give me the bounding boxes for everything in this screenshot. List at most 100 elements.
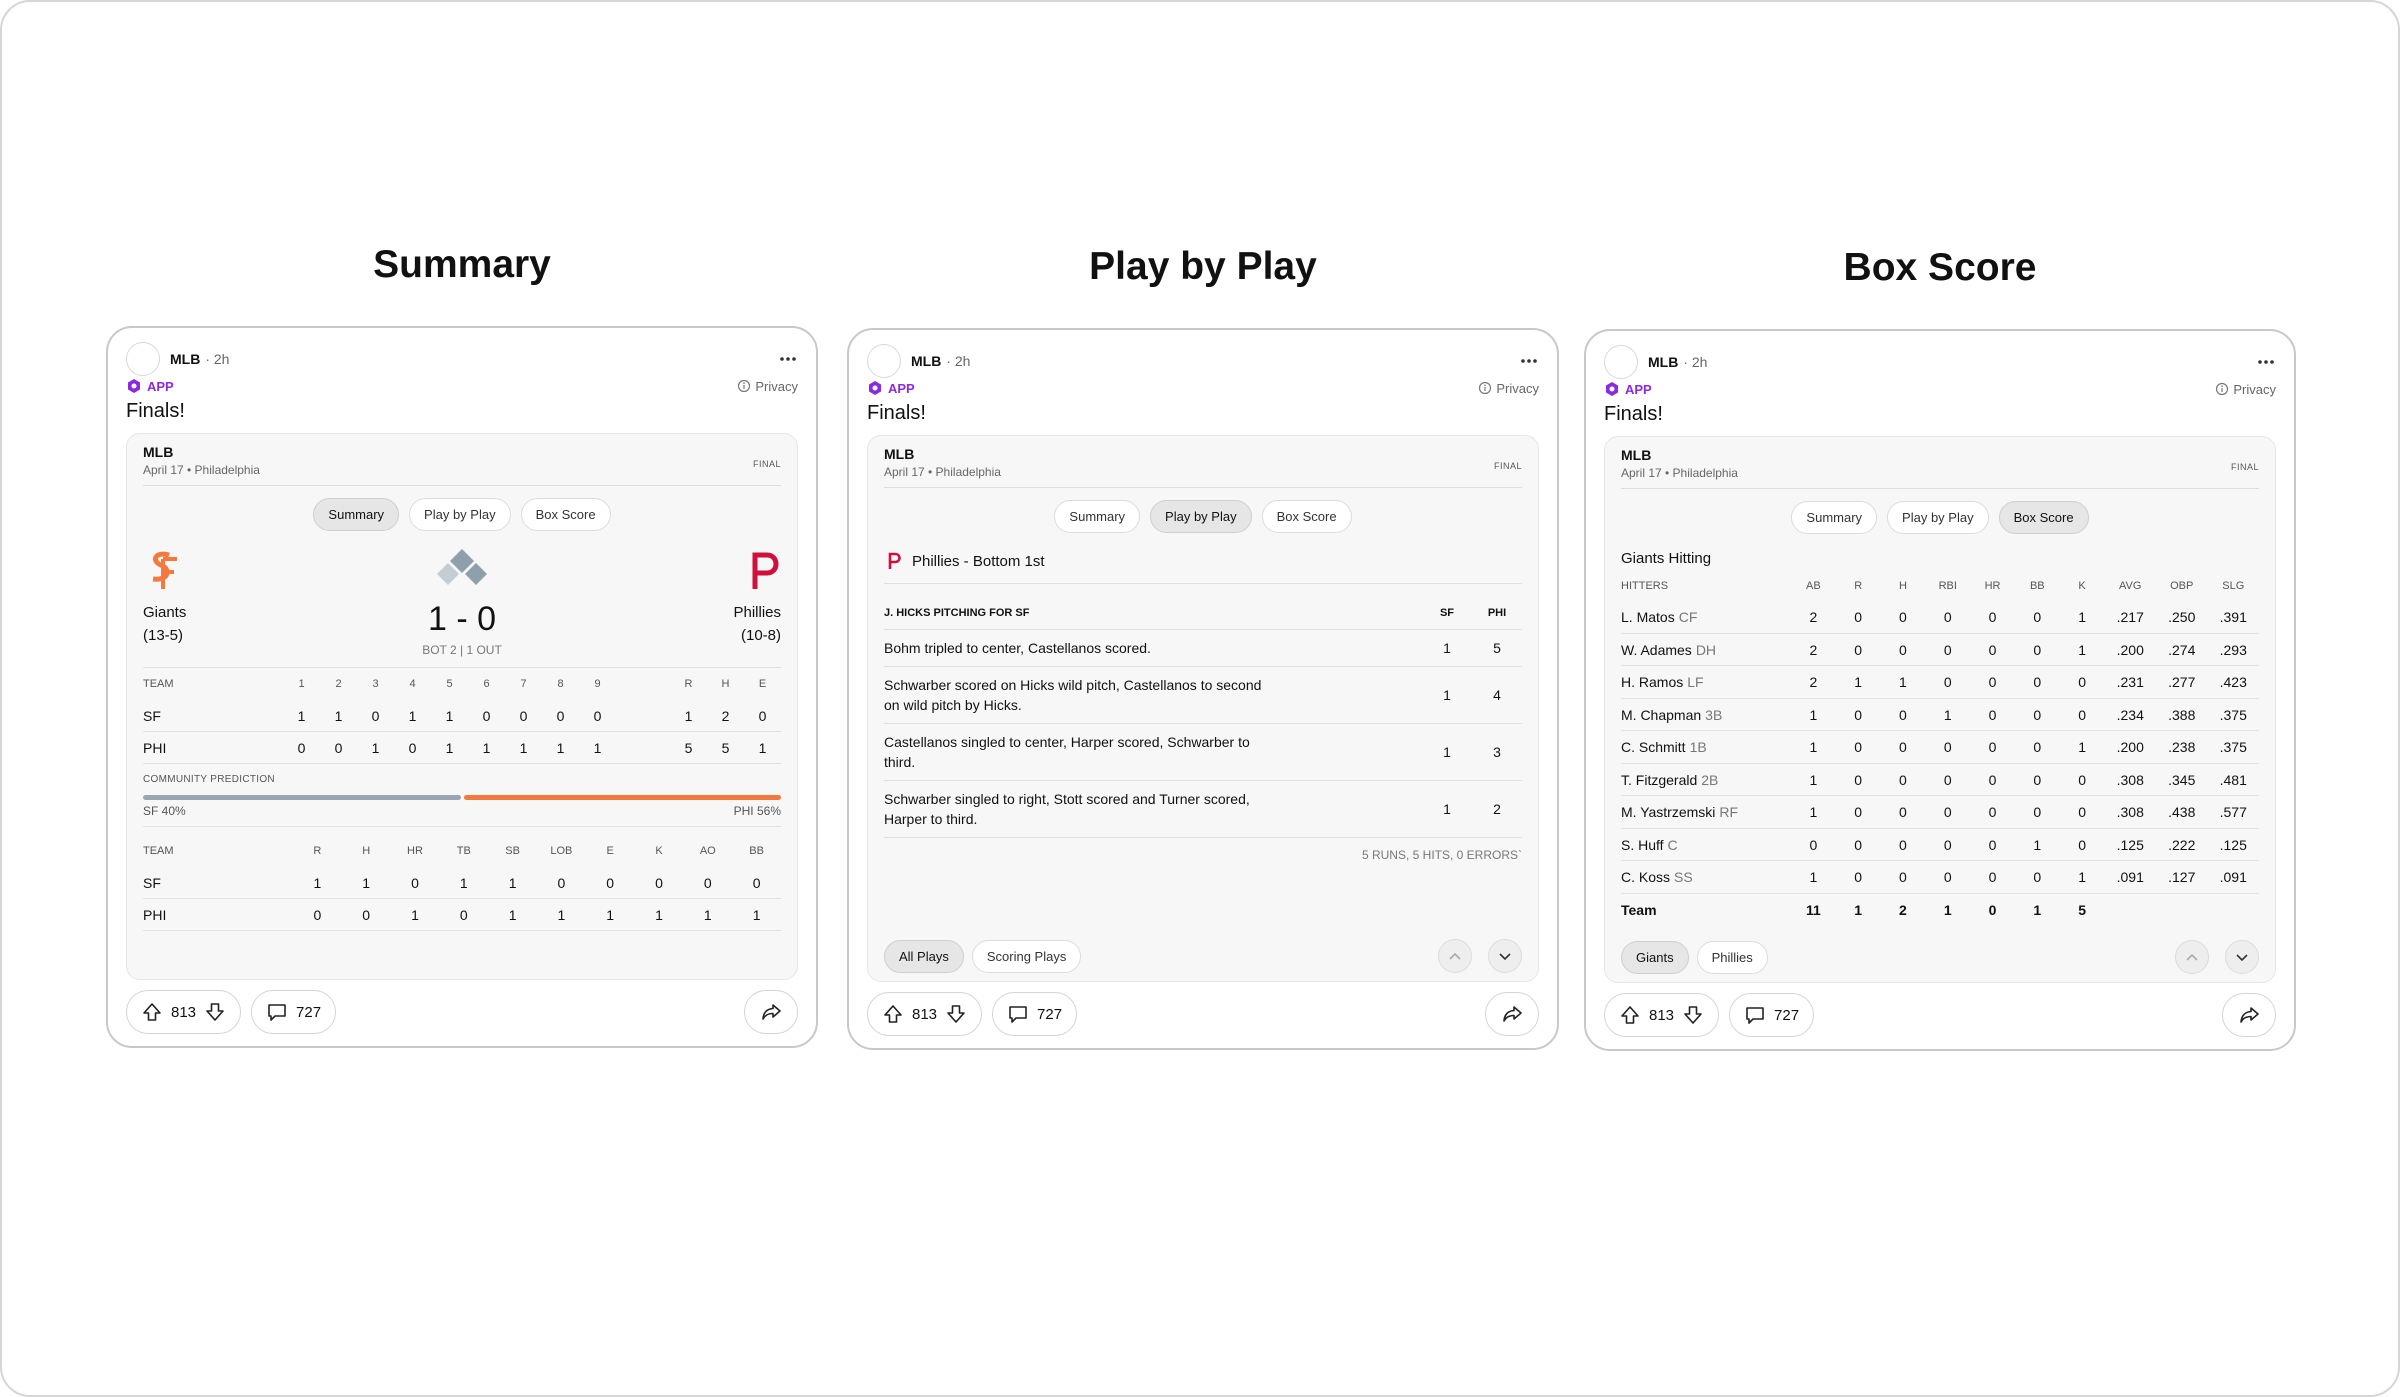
player-position: DH: [1695, 641, 1717, 658]
share-icon: [1501, 1003, 1523, 1025]
play-cell: 1: [1422, 630, 1472, 667]
player-cell: M. Chapman 3B: [1621, 699, 1791, 731]
comments-button[interactable]: 727: [251, 990, 337, 1034]
icon-shape: [780, 357, 784, 361]
post-title: Finals!: [867, 402, 926, 424]
team-tab[interactable]: Phillies: [1696, 940, 1768, 974]
stat-cell: 1: [1791, 764, 1836, 796]
stat-cell: .308: [2104, 764, 2156, 796]
team-stats: TEAM R H HR TB SB LOB E K AO BB SF 1 1 0 1 1 0 0 0 0 0 PHI 0 0 1 0…: [143, 835, 781, 931]
stat-cell: .375: [2207, 731, 2259, 764]
icon-shape: [1009, 1006, 1027, 1023]
linescore-header: 1: [298, 678, 305, 690]
tab[interactable]: Summary: [1054, 500, 1141, 533]
scroll-up[interactable]: [2175, 940, 2209, 974]
badge-row: APP Privacy: [867, 380, 1539, 396]
icon-shape: [884, 1005, 902, 1023]
panel-heading: Summary: [373, 243, 551, 286]
player-cell: T. Fitzgerald 2B: [1621, 764, 1791, 796]
comment-count: 727: [1037, 1005, 1063, 1023]
tab[interactable]: Box Score: [520, 498, 611, 531]
stat-cell: 1: [1791, 731, 1836, 764]
player-cell: C. Schmitt 1B: [1621, 731, 1791, 764]
stat-cell: 0: [1970, 699, 2015, 731]
privacy-link[interactable]: Privacy: [755, 378, 798, 394]
stat-cell: 1: [1791, 861, 1836, 894]
filter[interactable]: Scoring Plays: [971, 939, 1082, 973]
downvote-button[interactable]: [1682, 1004, 1704, 1026]
tab[interactable]: Box Score: [1261, 500, 1352, 533]
vote-control: 813: [867, 992, 983, 1036]
plays-header: J. HICKS PITCHING FOR SF: [884, 596, 1422, 630]
privacy-link[interactable]: Privacy: [1496, 380, 1539, 396]
player-name: L. Matos: [1621, 609, 1675, 625]
tab[interactable]: Summary: [313, 498, 400, 531]
stat-cell: 0: [1925, 601, 1971, 634]
downvote-button[interactable]: [204, 1001, 226, 1023]
share-button[interactable]: [744, 990, 798, 1034]
stat-cell: 0: [1880, 731, 1926, 764]
tab[interactable]: Box Score: [1998, 501, 2089, 534]
player-name: C. Schmitt: [1621, 739, 1686, 755]
icon: [1479, 381, 1492, 395]
stats-header: BB: [749, 845, 764, 857]
half-inning: Phillies - Bottom 1st: [884, 551, 1522, 584]
tab[interactable]: Summary: [1791, 501, 1878, 534]
scroll-down[interactable]: [2225, 940, 2259, 974]
avatar: [1604, 345, 1638, 379]
stat-cell: 0: [1880, 601, 1926, 634]
stat-cell: 0: [1970, 666, 2015, 699]
score: 1 - 0: [427, 600, 497, 638]
downvote-button[interactable]: [945, 1003, 967, 1025]
stats-cell: 0: [341, 899, 391, 931]
post-header: MLB · 2h: [1604, 345, 2276, 379]
filter[interactable]: All Plays: [884, 939, 964, 973]
linescore-cell: 0: [320, 732, 357, 764]
stat-cell: 0: [1880, 796, 1926, 829]
scroll-up[interactable]: [1438, 939, 1472, 973]
prediction-bar: [143, 795, 781, 800]
total-cell: 0: [1988, 901, 1997, 918]
icon: [1009, 1006, 1027, 1023]
upvote-button[interactable]: [141, 1001, 163, 1023]
stat-cell: 0: [1970, 796, 2015, 829]
stat-cell: 0: [1835, 796, 1881, 829]
stat-cell: 1: [2059, 601, 2105, 634]
play-cell: 5: [1472, 630, 1522, 667]
stat-cell: 1: [2014, 829, 2060, 861]
linescore-cell: 1: [468, 732, 505, 764]
tab[interactable]: Play by Play: [409, 498, 511, 531]
stats-header: LOB: [550, 845, 573, 857]
share-button[interactable]: [1485, 992, 1539, 1036]
stat-cell: 0: [1925, 731, 1971, 764]
bases-diamond: [430, 547, 494, 587]
icon: [1746, 1007, 1764, 1024]
tab[interactable]: Play by Play: [1887, 501, 1989, 534]
stat-cell: .125: [2207, 829, 2259, 861]
tab[interactable]: Play by Play: [1150, 500, 1252, 533]
comments-button[interactable]: 727: [1729, 993, 1815, 1037]
stat-cell: 0: [1880, 764, 1926, 796]
more-button[interactable]: [2256, 354, 2276, 370]
comments-button[interactable]: 727: [992, 992, 1078, 1036]
stat-cell: 2: [1791, 634, 1836, 666]
team-tab[interactable]: Giants: [1621, 940, 1689, 974]
linescore-gap: [616, 668, 670, 700]
linescore-header: 8: [557, 678, 564, 690]
player-name: H. Ramos: [1621, 674, 1684, 690]
linescore-header: H: [721, 678, 730, 690]
privacy-link[interactable]: Privacy: [2233, 381, 2276, 397]
player-name: S. Huff: [1621, 836, 1664, 853]
stat-cell: .423: [2207, 666, 2259, 699]
stat-cell: 0: [1925, 634, 1971, 666]
upvote-button[interactable]: [1619, 1004, 1641, 1026]
share-button[interactable]: [2222, 993, 2276, 1037]
stat-cell: 1: [1791, 699, 1836, 731]
scroll-down[interactable]: [1488, 939, 1522, 973]
more-button[interactable]: [778, 351, 798, 367]
icon-shape: [143, 1003, 161, 1021]
icon-shape: [792, 357, 796, 361]
more-button[interactable]: [1519, 353, 1539, 369]
upvote-button[interactable]: [882, 1003, 904, 1025]
